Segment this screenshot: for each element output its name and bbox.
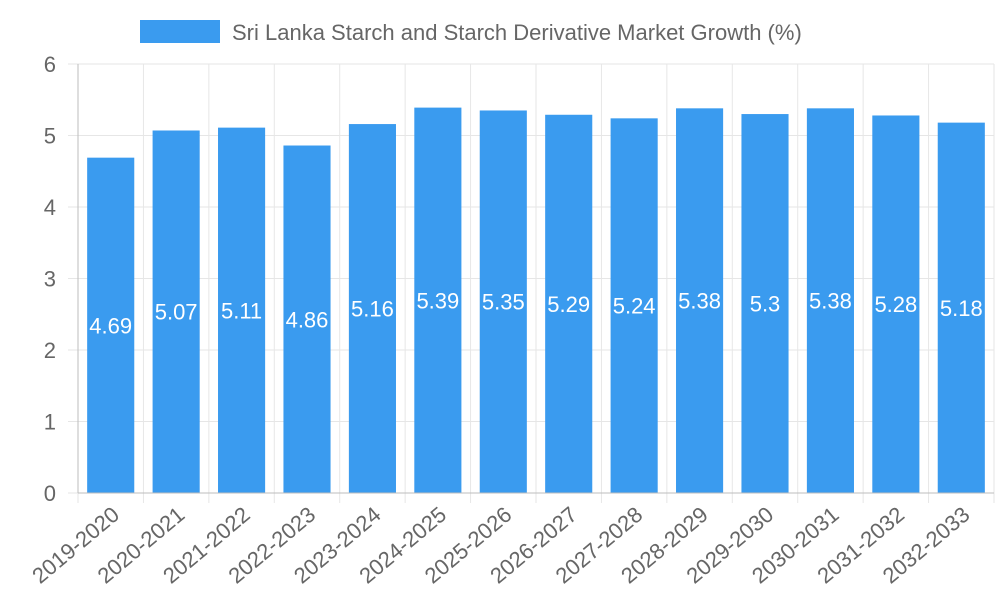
- bar-data-label: 4.86: [286, 307, 329, 332]
- y-axis-ticks: 0 1 2 3 4 5 6: [44, 52, 56, 506]
- y-tick-label: 5: [44, 124, 56, 149]
- bar[interactable]: [414, 107, 462, 494]
- y-tick-label: 1: [44, 410, 56, 435]
- bar[interactable]: [218, 127, 266, 493]
- gridlines: [68, 63, 995, 503]
- legend-label: Sri Lanka Starch and Starch Derivative M…: [232, 20, 802, 45]
- bar-data-label: 5.35: [482, 290, 525, 315]
- x-axis-ticks: 2019-20202020-20212021-20222022-20232023…: [27, 502, 974, 589]
- y-tick-label: 2: [44, 338, 56, 363]
- bar[interactable]: [937, 122, 985, 493]
- bar[interactable]: [152, 130, 200, 493]
- bar-data-label: 5.24: [613, 294, 656, 319]
- bar[interactable]: [283, 145, 331, 493]
- bar-data-label: 4.69: [89, 313, 132, 338]
- bars: [87, 107, 985, 494]
- bar-data-label: 5.16: [351, 297, 394, 322]
- bar[interactable]: [741, 114, 789, 494]
- bar-data-label: 5.38: [809, 289, 852, 314]
- y-tick-label: 6: [44, 52, 56, 77]
- bar[interactable]: [872, 115, 920, 493]
- y-tick-label: 4: [44, 195, 56, 220]
- bar-data-label: 5.11: [221, 298, 262, 323]
- bar[interactable]: [479, 110, 527, 493]
- bar-data-label: 5.38: [678, 289, 721, 314]
- bar[interactable]: [87, 157, 135, 494]
- bar-data-label: 5.28: [874, 292, 917, 317]
- bar[interactable]: [348, 124, 396, 493]
- bar-data-label: 5.07: [155, 300, 198, 325]
- legend[interactable]: Sri Lanka Starch and Starch Derivative M…: [140, 20, 802, 45]
- y-tick-label: 3: [44, 267, 56, 292]
- bar-data-labels: 4.69 5.07 5.11 4.86 5.16 5.39 5.35 5.29 5.24 5.38…: [89, 288, 982, 338]
- bar-data-label: 5.29: [547, 292, 590, 317]
- bar-data-label: 5.39: [416, 288, 459, 313]
- legend-swatch: [140, 20, 220, 43]
- bar-data-label: 5.3: [750, 292, 781, 317]
- bar[interactable]: [545, 114, 593, 493]
- y-tick-label: 0: [44, 481, 56, 506]
- bar[interactable]: [610, 118, 658, 493]
- bar[interactable]: [676, 108, 724, 493]
- bar-data-label: 5.18: [940, 296, 983, 321]
- bar[interactable]: [806, 108, 854, 493]
